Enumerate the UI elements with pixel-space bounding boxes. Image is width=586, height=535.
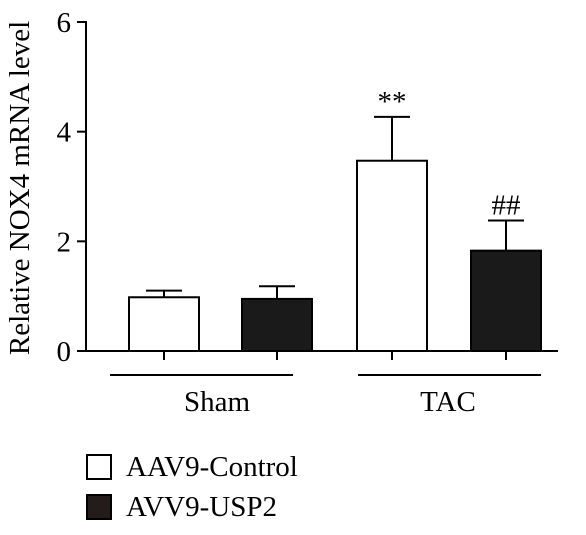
- legend-label-control: AAV9-Control: [126, 450, 298, 483]
- y-axis: 0 2 4 6: [57, 7, 87, 368]
- y-axis-label: Relative NOX4 mRNA level: [4, 21, 36, 355]
- bars: ** ##: [128, 86, 542, 353]
- significance-label: **: [378, 86, 407, 118]
- significance-label: ##: [492, 189, 521, 221]
- y-tick-label: 6: [57, 7, 72, 39]
- bar: [470, 249, 542, 352]
- x-axis: Sham TAC: [86, 350, 558, 418]
- y-tick-label: 2: [57, 226, 72, 258]
- bar: [128, 296, 200, 353]
- bar: [241, 297, 313, 352]
- legend: AAV9-Control AVV9-USP2: [86, 448, 298, 528]
- x-tick-label: Sham: [184, 386, 251, 418]
- y-tick-label: 4: [57, 117, 72, 149]
- bar: [356, 159, 428, 352]
- x-tick-label: TAC: [420, 386, 476, 418]
- legend-swatch-control: [86, 454, 112, 480]
- y-tick-label: 0: [57, 336, 72, 368]
- legend-item-control: AAV9-Control: [86, 448, 298, 486]
- legend-item-usp2: AVV9-USP2: [86, 488, 298, 526]
- legend-swatch-usp2: [86, 494, 112, 520]
- legend-label-usp2: AVV9-USP2: [126, 490, 277, 523]
